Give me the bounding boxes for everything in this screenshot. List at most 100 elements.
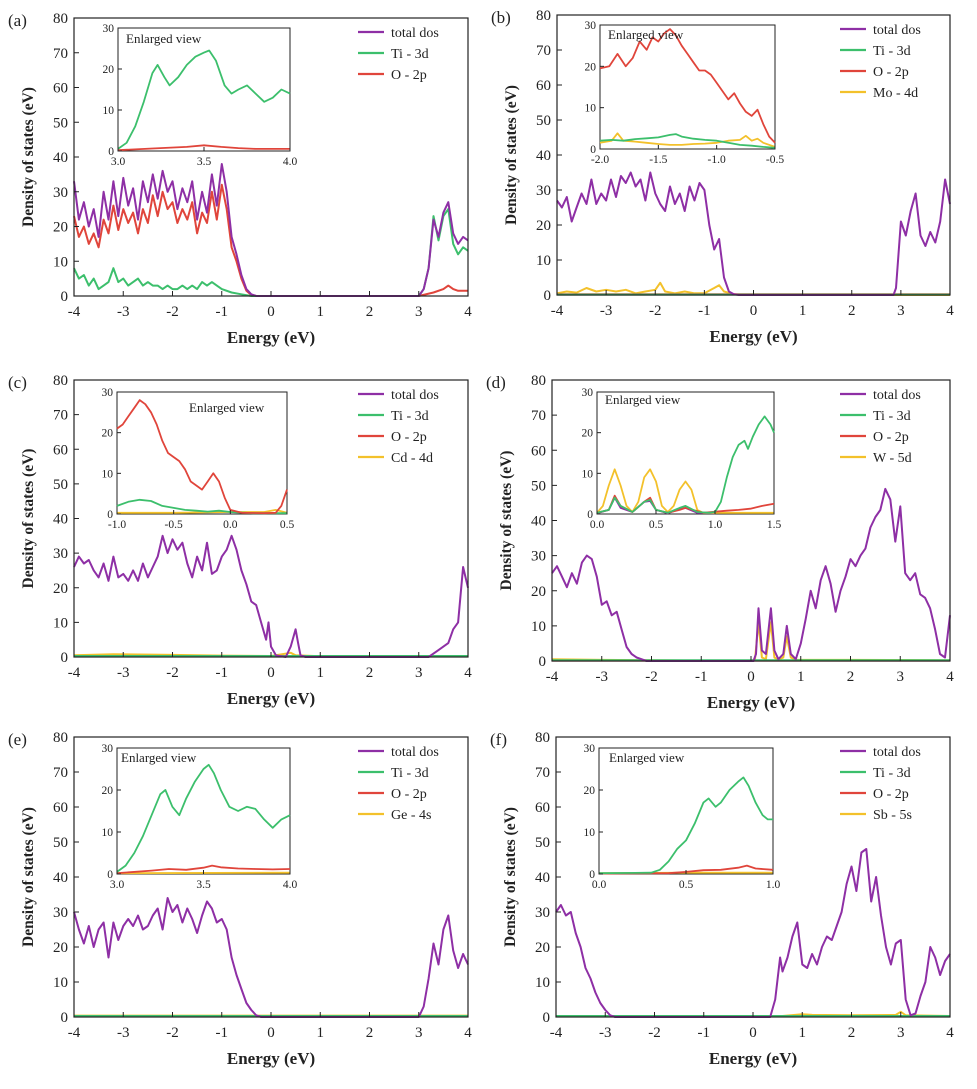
inset-x-tick-label: -0.5 <box>165 519 183 531</box>
y-tick-label: 40 <box>536 148 551 164</box>
y-tick-label: 10 <box>535 975 550 991</box>
legend-label: O - 2p <box>391 430 427 445</box>
inset-x-tick-label: 0.0 <box>590 519 605 531</box>
y-tick-label: 70 <box>53 408 68 424</box>
inset-series-line-o-2p <box>598 864 774 875</box>
x-axis-label: Energy (eV) <box>227 689 315 708</box>
x-tick-label: 1 <box>797 669 805 685</box>
inset-title: Enlarged view <box>608 27 684 42</box>
inset-x-tick-label: 3.5 <box>196 879 211 891</box>
y-tick-label: 80 <box>536 8 551 24</box>
x-tick-label: 1 <box>317 665 325 681</box>
legend-label: O - 2p <box>391 787 427 802</box>
panel-label: (d) <box>486 373 506 392</box>
y-tick-label: 0 <box>543 1010 551 1026</box>
legend-label: Ti - 3d <box>873 409 911 424</box>
x-tick-label: -2 <box>648 1025 661 1041</box>
x-tick-label: 2 <box>847 669 855 685</box>
y-tick-label: 60 <box>531 443 546 459</box>
x-tick-label: 2 <box>366 304 374 320</box>
panel-label: (a) <box>8 11 27 30</box>
inset-x-tick-label: -2.0 <box>591 154 609 166</box>
y-tick-label: 20 <box>536 218 551 234</box>
x-tick-label: 1 <box>799 1025 807 1041</box>
x-tick-label: 4 <box>946 669 954 685</box>
series-line-totaldos <box>73 163 469 297</box>
x-tick-label: 0 <box>750 303 758 319</box>
legend-label: Ti - 3d <box>873 44 911 59</box>
x-axis-label: Energy (eV) <box>227 1049 315 1068</box>
y-tick-label: 80 <box>531 373 546 389</box>
x-axis-label: Energy (eV) <box>707 693 795 712</box>
x-tick-label: 1 <box>317 304 325 320</box>
inset-y-tick-label: 10 <box>102 468 114 480</box>
x-tick-label: 0 <box>267 665 275 681</box>
x-tick-label: 0 <box>749 1025 757 1041</box>
panel-label: (c) <box>8 373 27 392</box>
y-tick-label: 20 <box>53 940 68 956</box>
x-tick-label: 4 <box>464 1025 472 1041</box>
legend-label: Mo - 4d <box>873 86 918 101</box>
inset-x-tick-label: 0.5 <box>679 879 694 891</box>
panel-label: (f) <box>490 730 507 749</box>
x-tick-label: -1 <box>216 665 229 681</box>
x-tick-label: 3 <box>415 304 423 320</box>
y-tick-label: 70 <box>53 765 68 781</box>
legend-label: Sb - 5s <box>873 808 912 823</box>
y-axis-label: Density of states (eV) <box>502 807 519 947</box>
x-tick-label: -2 <box>166 1025 179 1041</box>
x-tick-label: 0 <box>747 669 755 685</box>
x-tick-label: 1 <box>317 1025 325 1041</box>
y-tick-label: 50 <box>53 477 68 493</box>
y-tick-label: 20 <box>535 940 550 956</box>
legend-label: total dos <box>873 23 921 38</box>
inset-frame <box>116 391 288 515</box>
inset-series-line-ti-3d <box>598 776 773 875</box>
inset-enlarged-view: -2.0 -1.5 -1.0 -0.5 0 10 20 30 Enlarged view <box>585 20 785 166</box>
inset-x-tick-label: 0.5 <box>649 519 664 531</box>
x-tick-label: 3 <box>897 1025 905 1041</box>
y-tick-label: 70 <box>535 765 550 781</box>
inset-y-tick-label: 20 <box>582 428 594 440</box>
y-tick-label: 30 <box>531 549 546 565</box>
series-line-totaldos <box>555 848 951 1018</box>
x-tick-label: -1 <box>216 304 229 320</box>
y-tick-label: 40 <box>531 514 546 530</box>
y-tick-label: 80 <box>535 730 550 746</box>
inset-x-tick-label: -0.5 <box>766 154 784 166</box>
x-tick-label: -1 <box>698 303 711 319</box>
y-tick-label: 80 <box>53 373 68 389</box>
legend-label: Ti - 3d <box>391 766 429 781</box>
y-tick-label: 10 <box>53 975 68 991</box>
y-tick-label: 10 <box>536 253 551 269</box>
x-tick-label: -2 <box>166 304 179 320</box>
inset-enlarged-view: 3.0 3.5 4.0 0 10 20 30 Enlarged view <box>102 743 298 891</box>
x-tick-label: -1 <box>698 1025 711 1041</box>
x-tick-label: 3 <box>415 665 423 681</box>
y-tick-label: 60 <box>53 81 68 97</box>
inset-x-tick-label: 4.0 <box>283 156 298 168</box>
y-tick-label: 40 <box>53 150 68 166</box>
inset-x-tick-label: 3.0 <box>110 879 125 891</box>
inset-x-tick-label: 0.5 <box>280 519 295 531</box>
y-tick-label: 70 <box>531 408 546 424</box>
y-tick-label: 10 <box>53 254 68 270</box>
x-tick-label: 2 <box>366 1025 374 1041</box>
y-tick-label: 0 <box>544 288 552 304</box>
y-axis-label: Density of states (eV) <box>20 807 37 947</box>
x-tick-label: -3 <box>600 303 613 319</box>
inset-y-tick-label: 30 <box>584 743 596 755</box>
inset-y-tick-label: 0 <box>589 869 595 881</box>
inset-x-tick-label: -1.0 <box>108 519 126 531</box>
inset-series-line-w-5d <box>596 468 774 514</box>
y-tick-label: 0 <box>539 654 547 670</box>
legend-label: total dos <box>391 26 439 41</box>
inset-x-tick-label: 0.0 <box>223 519 238 531</box>
inset-frame <box>599 24 776 150</box>
x-tick-label: -2 <box>649 303 662 319</box>
x-tick-label: 3 <box>897 303 905 319</box>
legend-label: Cd - 4d <box>391 451 433 466</box>
inset-y-tick-label: 30 <box>102 387 114 399</box>
inset-y-tick-label: 20 <box>584 785 596 797</box>
